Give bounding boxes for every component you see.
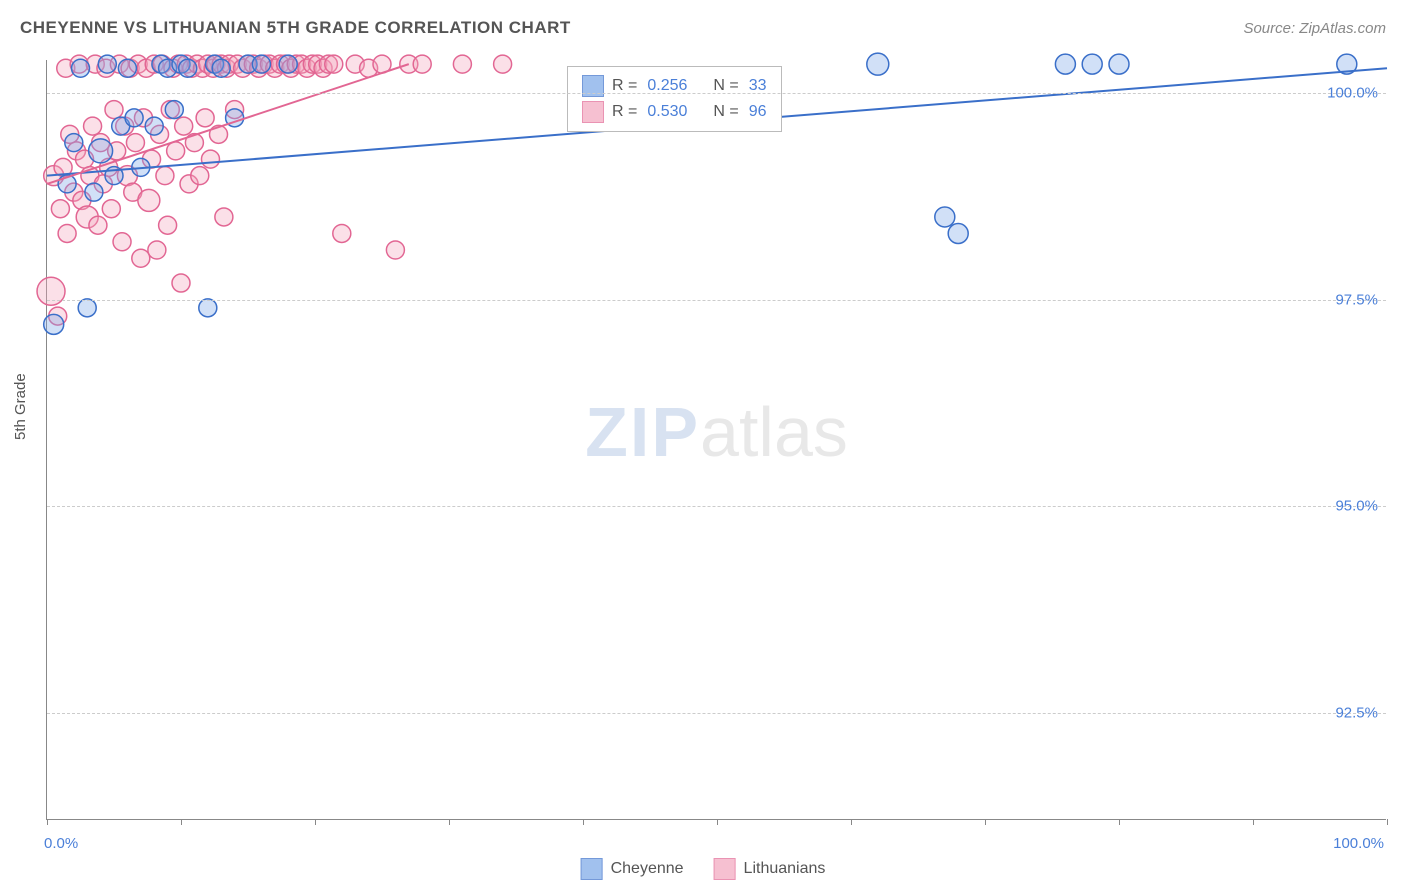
data-point [172, 274, 190, 292]
data-point [948, 223, 968, 243]
data-point [386, 241, 404, 259]
data-point [118, 59, 136, 77]
data-point [89, 139, 113, 163]
data-point [212, 59, 230, 77]
gridline-h [47, 300, 1386, 301]
legend-r-label: R = [612, 103, 637, 121]
x-axis-max-label: 100.0% [1333, 835, 1384, 852]
data-point [125, 109, 143, 127]
stats-legend-row: R =0.256N =33 [582, 73, 767, 99]
data-point [58, 224, 76, 242]
gridline-h [47, 506, 1386, 507]
data-point [165, 101, 183, 119]
x-tick [851, 819, 852, 825]
data-point [159, 216, 177, 234]
x-tick [583, 819, 584, 825]
data-point [156, 167, 174, 185]
data-point [72, 59, 90, 77]
data-point [1082, 54, 1102, 74]
x-tick [1253, 819, 1254, 825]
data-point [1109, 54, 1129, 74]
chart-svg [47, 60, 1386, 819]
data-point [252, 55, 270, 73]
data-point [413, 55, 431, 73]
data-point [196, 109, 214, 127]
stats-legend-row: R = 0.530 N = 96 [582, 99, 767, 125]
legend-n-label: N = [713, 103, 738, 121]
data-point [44, 314, 64, 334]
data-point [126, 134, 144, 152]
x-axis-min-label: 0.0% [44, 835, 78, 852]
data-point [333, 224, 351, 242]
legend-r-value: 0.530 [647, 103, 687, 121]
data-point [935, 207, 955, 227]
data-point [98, 55, 116, 73]
data-point [84, 117, 102, 135]
x-tick [717, 819, 718, 825]
plot-area: ZIPatlas R =0.256N =33R =0.530N =96 92.5… [46, 60, 1386, 820]
stats-legend: R =0.256N =33 R = 0.530 N = 96 [567, 66, 782, 132]
series-legend-item: Cheyenne [581, 858, 684, 880]
data-point [37, 277, 65, 305]
chart-source: Source: ZipAtlas.com [1243, 20, 1386, 37]
x-tick [315, 819, 316, 825]
series-legend-label: Cheyenne [611, 860, 684, 878]
data-point [199, 299, 217, 317]
data-point [105, 101, 123, 119]
data-point [325, 55, 343, 73]
y-tick-label: 95.0% [1335, 498, 1378, 515]
data-point [89, 216, 107, 234]
data-point [453, 55, 471, 73]
data-point [191, 167, 209, 185]
x-tick [1387, 819, 1388, 825]
data-point [215, 208, 233, 226]
data-point [102, 200, 120, 218]
data-point [65, 134, 83, 152]
chart-header: CHEYENNE VS LITHUANIAN 5TH GRADE CORRELA… [20, 18, 1386, 38]
gridline-h [47, 713, 1386, 714]
data-point [132, 249, 150, 267]
data-point [867, 53, 889, 75]
series-legend-label: Lithuanians [744, 860, 826, 878]
y-axis-label: 5th Grade [12, 373, 29, 440]
data-point [113, 233, 131, 251]
x-tick [181, 819, 182, 825]
series-legend: Cheyenne Lithuanians [581, 858, 826, 880]
y-tick-label: 97.5% [1335, 291, 1378, 308]
data-point [78, 299, 96, 317]
data-point [167, 142, 185, 160]
data-point [138, 189, 160, 211]
data-point [179, 59, 197, 77]
data-point [148, 241, 166, 259]
x-tick [1119, 819, 1120, 825]
data-point [85, 183, 103, 201]
x-tick [47, 819, 48, 825]
legend-swatch [581, 858, 603, 880]
data-point [51, 200, 69, 218]
legend-n-value: 96 [749, 103, 767, 121]
x-tick [449, 819, 450, 825]
series-legend-item: Lithuanians [714, 858, 826, 880]
data-point [279, 55, 297, 73]
y-tick-label: 100.0% [1327, 85, 1378, 102]
y-tick-label: 92.5% [1335, 704, 1378, 721]
data-point [175, 117, 193, 135]
chart-title: CHEYENNE VS LITHUANIAN 5TH GRADE CORRELA… [20, 18, 571, 38]
gridline-h [47, 93, 1386, 94]
data-point [145, 117, 163, 135]
data-point [1055, 54, 1075, 74]
data-point [201, 150, 219, 168]
legend-swatch [714, 858, 736, 880]
x-tick [985, 819, 986, 825]
data-point [494, 55, 512, 73]
legend-swatch [582, 101, 604, 123]
